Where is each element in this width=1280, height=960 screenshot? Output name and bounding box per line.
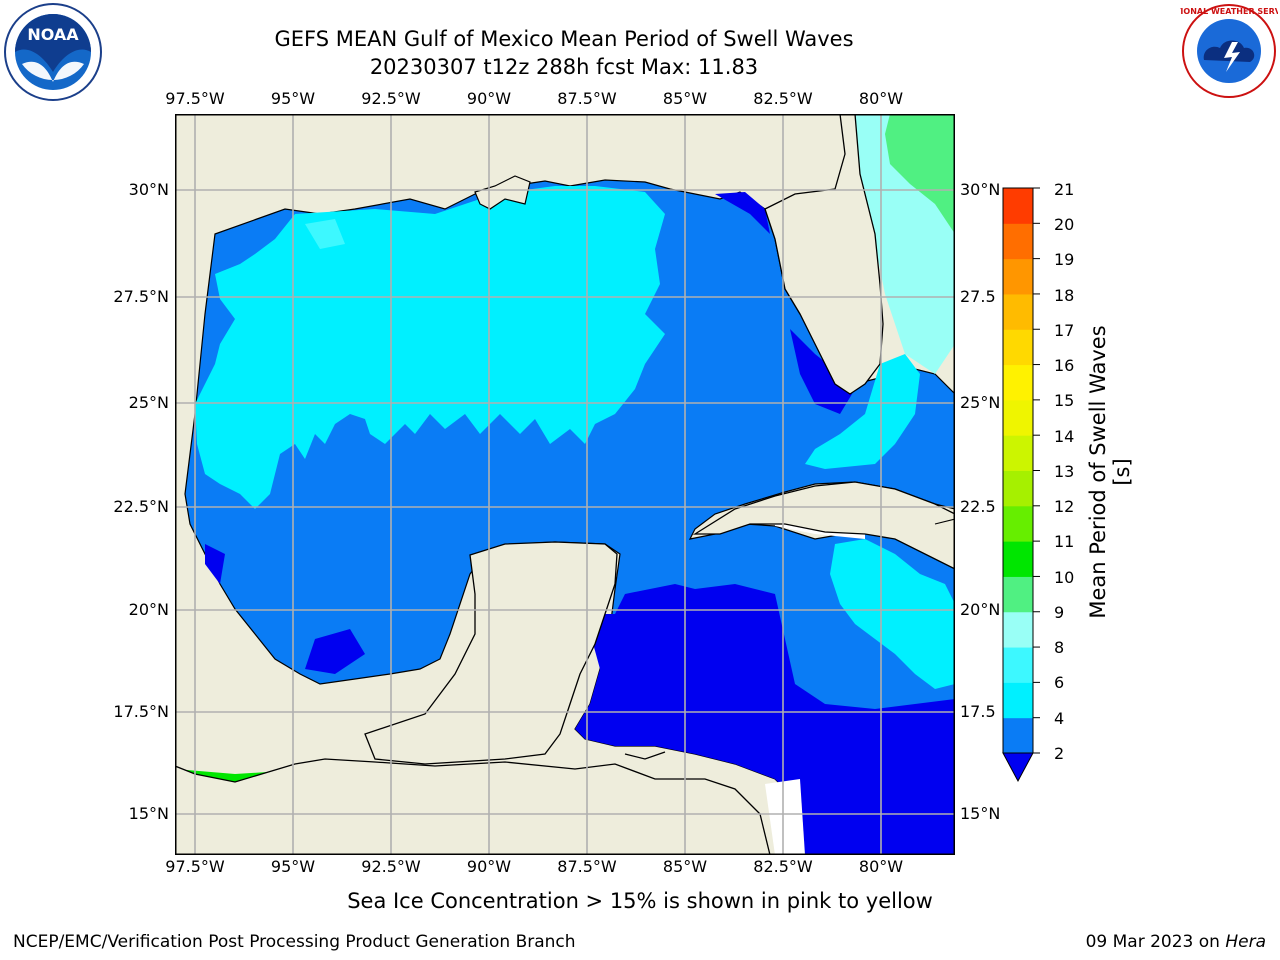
colorbar-band [1003, 717, 1033, 754]
nws-logo: NATIONAL WEATHER SERVICE [1180, 4, 1278, 98]
colorbar-label: Mean Period of Swell Waves [s] [1086, 325, 1134, 619]
lat-label-left: 27.5°N [113, 287, 169, 306]
lat-label-right: 20°N [960, 600, 1001, 619]
colorbar-band [1003, 435, 1033, 471]
lat-label-left: 22.5°N [113, 497, 169, 516]
noaa-logo: NOAA [4, 3, 102, 101]
lat-label-left: 30°N [128, 180, 169, 199]
colorbar-under-triangle [1002, 752, 1034, 783]
lon-label-bottom: 82.5°W [753, 857, 813, 876]
missing-data-patch [765, 779, 805, 855]
colorbar-band [1003, 329, 1033, 366]
lon-label-bottom: 95°W [270, 857, 316, 876]
map-subtitle: 20230307 t12z 288h fcst Max: 11.83 [369, 55, 759, 79]
florida-strait-under-2s [790, 329, 855, 414]
cuba-land [692, 481, 955, 570]
colorbar-tick-label: 8 [1054, 638, 1065, 657]
northeast-gulf-under-2s [715, 192, 770, 234]
east-cyan-strait-4-6s [805, 354, 920, 469]
caribbean-under-2s [575, 584, 955, 855]
colorbar-tick-label: 16 [1054, 356, 1075, 375]
colorbar-tick-label: 21 [1054, 180, 1075, 199]
colorbar-band [1003, 188, 1033, 224]
colorbar-tick-label: 14 [1054, 427, 1075, 446]
lat-label-left: 20°N [128, 600, 169, 619]
colorbar-band [1003, 682, 1033, 719]
left-credit: NCEP/EMC/Verification Post Processing Pr… [13, 932, 576, 952]
honduras-island-coast [624, 751, 666, 760]
lon-label-bottom: 90°W [466, 857, 512, 876]
noaa-logo-text: NOAA [27, 25, 79, 44]
colorbar-band [1003, 576, 1033, 613]
right-credit-host: Hera [1225, 932, 1266, 952]
north-cyan-patch-4-6s [305, 219, 345, 249]
lon-label-top: 90°W [466, 89, 512, 108]
colorbar [1002, 187, 1040, 783]
colorbar-band [1003, 293, 1033, 330]
lon-label-top: 85°W [662, 89, 708, 108]
map-title: GEFS MEAN Gulf of Mexico Mean Period of … [274, 27, 854, 51]
lon-label-top: 92.5°W [361, 89, 421, 108]
west-gulf-under-2s [205, 544, 225, 584]
colorbar-band [1003, 541, 1033, 577]
lon-label-bottom: 80°W [858, 857, 904, 876]
lat-label-right: 17.5 [960, 702, 996, 721]
central-america-land [175, 758, 771, 855]
nws-logo-text: NATIONAL WEATHER SERVICE [1180, 7, 1278, 16]
lon-label-top: 80°W [858, 89, 904, 108]
colorbar-tick-label: 15 [1054, 391, 1075, 410]
atlantic-9-10s [885, 114, 955, 234]
colorbar-tick-label: 11 [1054, 532, 1075, 551]
colorbar-band [1003, 647, 1033, 683]
sea-ice-note: Sea Ice Concentration > 15% is shown in … [347, 889, 933, 913]
lon-label-bottom: 87.5°W [557, 857, 617, 876]
lat-label-right: 30°N [960, 180, 1001, 199]
colorbar-tick-label: 13 [1054, 462, 1075, 481]
south-gulf-under-2s [305, 629, 365, 674]
colorbar-tick-label: 6 [1054, 673, 1065, 692]
colorbar-tick-label: 20 [1054, 215, 1075, 234]
lon-label-top: 97.5°W [165, 89, 225, 108]
lon-label-bottom: 85°W [662, 857, 708, 876]
lat-label-right: 27.5 [960, 287, 996, 306]
colorbar-band [1003, 611, 1033, 648]
lon-label-bottom: 92.5°W [361, 857, 421, 876]
colorbar-tick-label: 2 [1054, 744, 1065, 763]
colorbar-band [1003, 223, 1033, 260]
yucatan-land [364, 541, 618, 765]
colorbar-tick-label: 9 [1054, 603, 1065, 622]
lon-label-top: 95°W [270, 89, 316, 108]
lon-label-top: 87.5°W [557, 89, 617, 108]
lat-label-left: 15°N [128, 804, 169, 823]
colorbar-tick-label: 17 [1054, 321, 1075, 340]
central-gulf-4-6s [195, 186, 665, 509]
map-gridlines [175, 114, 955, 855]
colorbar-tick-label: 10 [1054, 568, 1075, 587]
colorbar-band [1003, 364, 1033, 401]
colorbar-band [1003, 470, 1033, 507]
lon-label-bottom: 97.5°W [165, 857, 225, 876]
colorbar-tick-label: 4 [1054, 709, 1065, 728]
lat-label-left: 25°N [128, 393, 169, 412]
lat-label-left: 17.5°N [113, 702, 169, 721]
colorbar-band [1003, 399, 1033, 436]
right-credit: 09 Mar 2023 on Hera [1086, 932, 1266, 952]
colorbar-tick-label: 19 [1054, 250, 1075, 269]
colorbar-tick-label: 12 [1054, 497, 1075, 516]
lat-label-right: 22.5 [960, 497, 996, 516]
hispaniola-coast [934, 518, 955, 525]
lat-label-right: 15°N [960, 804, 1001, 823]
colorbar-band [1003, 258, 1033, 295]
lat-label-right: 25°N [960, 393, 1001, 412]
colorbar-tick-label: 18 [1054, 286, 1075, 305]
right-credit-date: 09 Mar 2023 on [1085, 932, 1226, 952]
map-panel [175, 114, 955, 855]
caribbean-cyan-4-6s [830, 539, 955, 689]
map-frame [175, 114, 955, 855]
colorbar-band [1003, 505, 1033, 542]
lon-label-top: 82.5°W [753, 89, 813, 108]
